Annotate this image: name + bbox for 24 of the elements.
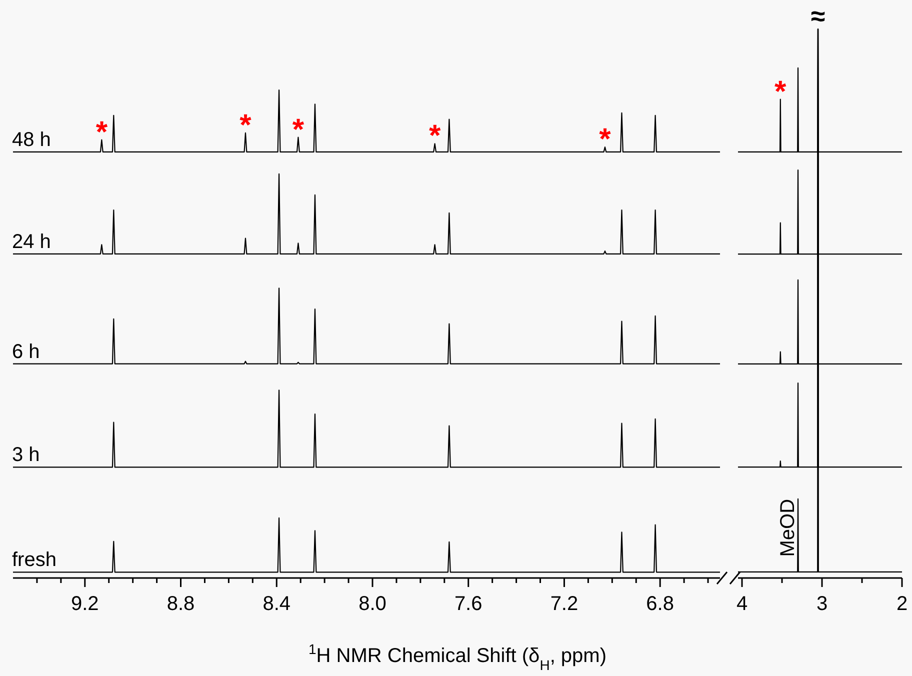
x-tick-label: 8.8 <box>166 593 195 615</box>
annotation: * <box>599 123 612 156</box>
x-axis-title: $^{1}$H NMR Chemical Shift (δ$_{H}$, ppm) <box>308 641 606 673</box>
annotation: * <box>240 108 252 142</box>
x-tick-label: 4 <box>736 593 748 615</box>
x-tick-label: 6.8 <box>646 593 674 615</box>
series-label: 3 h <box>12 444 40 466</box>
annotation: * <box>774 75 787 108</box>
x-tick-label: 8.0 <box>358 593 386 615</box>
x-tick-label: 3 <box>816 593 828 615</box>
annotation: * <box>292 113 304 146</box>
x-tick-label: 2 <box>896 593 908 615</box>
series-label: 24 h <box>12 230 51 253</box>
annotation: ≈ <box>810 1 826 31</box>
series-label: 6 h <box>12 340 40 363</box>
annotation: * <box>96 116 108 149</box>
x-tick-label: 8.4 <box>262 593 291 615</box>
x-tick-label: 7.6 <box>454 593 482 615</box>
x-tick-label: 9.2 <box>70 593 99 615</box>
annotation: MeOD <box>777 498 799 557</box>
annotation: * <box>428 120 441 153</box>
series-label: 48 h <box>12 128 51 151</box>
x-tick-label: 7.2 <box>550 593 578 615</box>
series-label: fresh <box>12 549 56 572</box>
